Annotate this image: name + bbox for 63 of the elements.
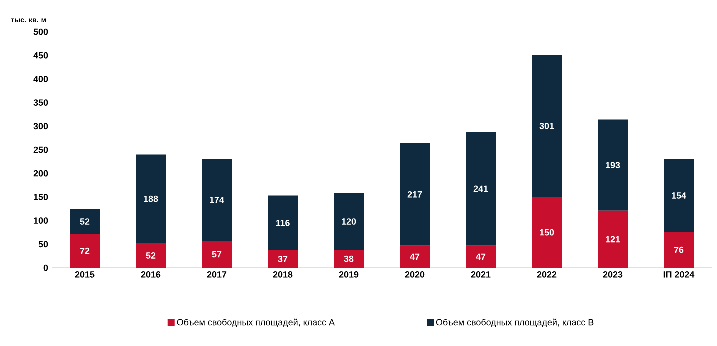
bar <box>202 158 232 242</box>
bar <box>70 209 100 234</box>
data-label: 174 <box>210 196 224 204</box>
x-tick-label: 2016 <box>141 272 161 278</box>
bar <box>532 55 562 198</box>
data-label: 121 <box>606 236 620 243</box>
bar <box>136 154 166 244</box>
bar <box>532 197 562 268</box>
y-tick-label: 150 <box>34 194 48 200</box>
bar <box>136 243 166 268</box>
y-tick-label: 500 <box>34 28 48 36</box>
bar <box>70 234 100 268</box>
y-tick-label: 50 <box>38 241 48 248</box>
data-label: 52 <box>80 218 90 225</box>
x-tick-label: 2015 <box>75 272 95 278</box>
y-tick-label: 300 <box>34 123 48 130</box>
bar <box>334 193 364 250</box>
y-tick-label: 400 <box>34 76 48 82</box>
bar <box>268 250 298 268</box>
bar <box>664 232 694 268</box>
y-tick-label: 0 <box>44 264 48 272</box>
x-tick-label: 2018 <box>273 272 293 278</box>
x-tick-label: 2022 <box>537 272 557 278</box>
data-label: 193 <box>606 162 620 169</box>
bar <box>268 196 298 251</box>
data-label: 47 <box>410 254 420 260</box>
data-label: 301 <box>540 122 554 130</box>
data-label: 37 <box>278 256 288 262</box>
legend-label: Объем свободных площадей, класс В <box>436 318 594 328</box>
data-label: 217 <box>408 191 422 198</box>
bar <box>400 143 430 246</box>
bar <box>664 159 694 232</box>
bar <box>466 132 496 246</box>
x-tick-label: 2017 <box>207 272 227 278</box>
bar <box>202 241 232 268</box>
data-label: 120 <box>342 218 356 225</box>
data-label: 188 <box>144 196 158 202</box>
data-label: 38 <box>344 256 354 262</box>
data-label: 52 <box>146 252 156 259</box>
data-label: 150 <box>540 229 554 236</box>
bar <box>466 246 496 268</box>
y-tick-label: 100 <box>34 218 48 224</box>
bar <box>334 250 364 268</box>
y-tick-label: 200 <box>34 170 48 177</box>
bar <box>400 246 430 268</box>
x-tick-label: IП 2024 <box>664 272 695 278</box>
x-tick-label: 2021 <box>471 272 491 278</box>
legend-label: Объем свободных площадей, класс А <box>177 318 335 328</box>
y-tick-label: 350 <box>34 100 48 106</box>
data-label: 241 <box>474 186 488 192</box>
x-tick-label: 2023 <box>603 272 623 278</box>
x-tick-label: 2019 <box>339 272 359 278</box>
data-label: 57 <box>212 251 222 258</box>
data-label: 154 <box>672 192 686 199</box>
data-label: 116 <box>276 220 290 226</box>
y-tick-label: 250 <box>34 146 48 154</box>
y-tick-label: 450 <box>34 52 48 59</box>
data-label: 47 <box>476 254 486 260</box>
data-label: 76 <box>674 246 684 254</box>
bar <box>598 120 628 211</box>
bar <box>598 210 628 268</box>
x-tick-label: 2020 <box>405 272 425 278</box>
data-label: 72 <box>80 248 90 254</box>
